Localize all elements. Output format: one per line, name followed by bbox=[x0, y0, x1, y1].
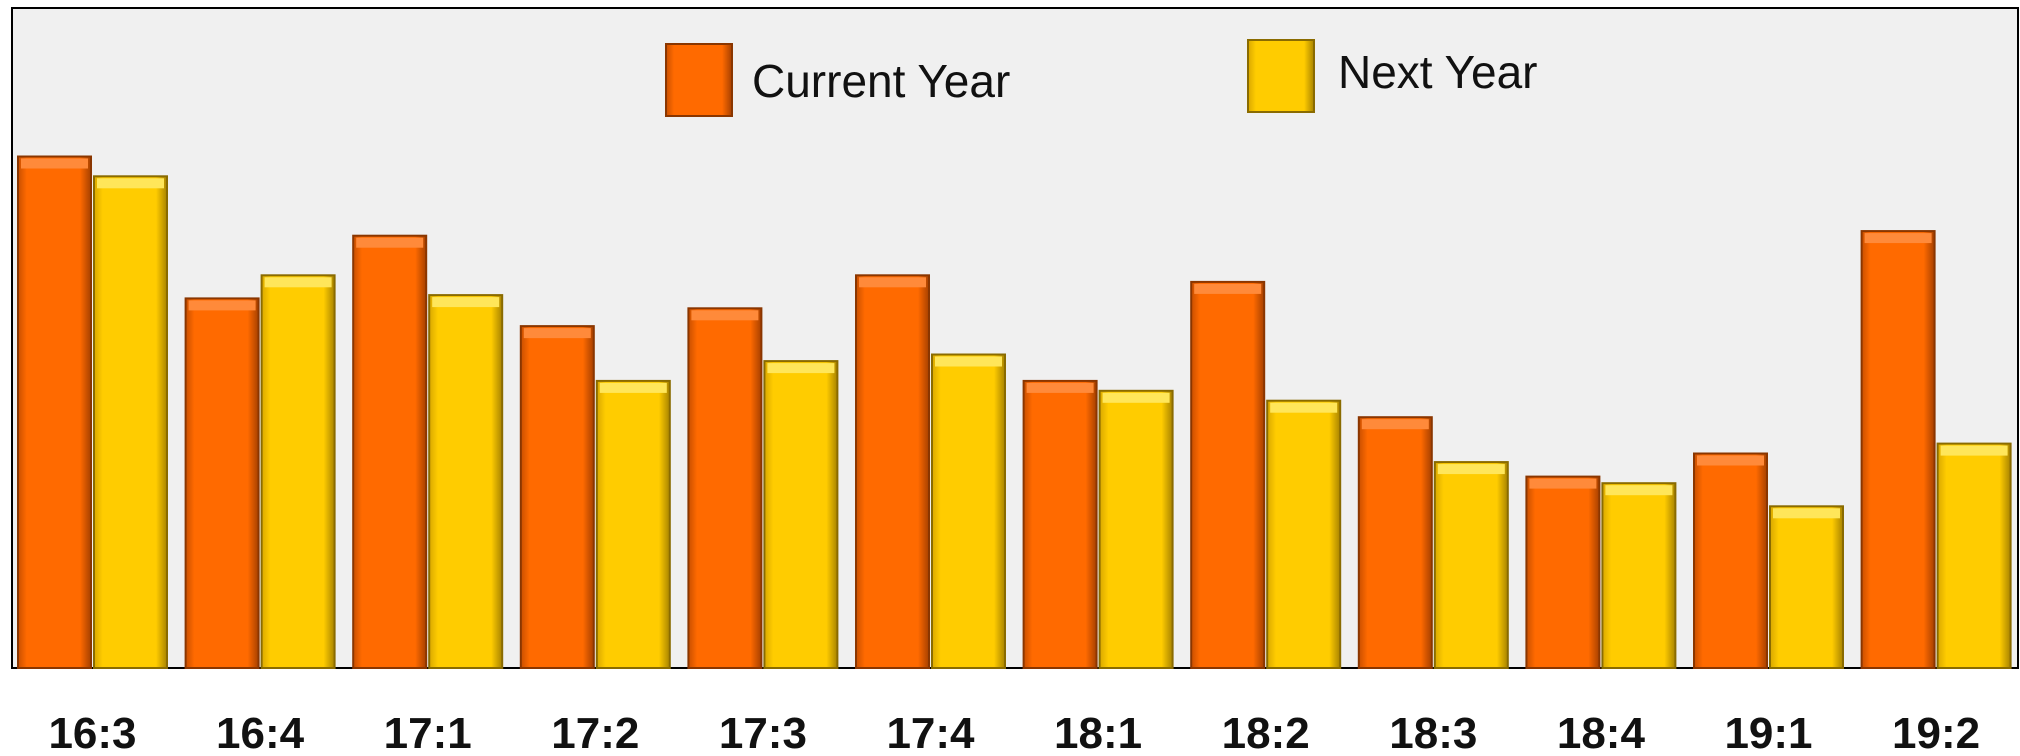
bar-current-year-18-4 bbox=[1525, 475, 1601, 669]
bar-next-year-18-3 bbox=[1433, 461, 1509, 669]
x-tick-label: 18:4 bbox=[1557, 709, 1646, 756]
bar-bevel-next-year-18-3 bbox=[1437, 464, 1505, 475]
bar-current-year-17-4 bbox=[855, 274, 930, 669]
bar-current-year-19-2 bbox=[1860, 230, 1936, 670]
bar-next-year-17-1 bbox=[428, 294, 504, 669]
legend-swatch-current-year bbox=[665, 43, 733, 117]
bar-bevel-next-year-17-3 bbox=[767, 363, 835, 374]
bar-next-year-18-2 bbox=[1266, 399, 1342, 669]
x-tick-label: 18:3 bbox=[1389, 709, 1477, 756]
bar-bevel-next-year-17-4 bbox=[935, 356, 1002, 367]
x-axis-labels: 16:3 16:4 17:1 17:2 17:3 17:4 18:1 18:2 18:3 18:4… bbox=[48, 709, 1980, 756]
legend-label-next-year: Next Year bbox=[1338, 46, 1537, 98]
bar-bevel-next-year-17-1 bbox=[432, 297, 500, 308]
bar-bevel-current-year-19-2 bbox=[1864, 233, 1932, 244]
bar-bevel-current-year-18-3 bbox=[1361, 419, 1429, 430]
bar-current-year-16-4 bbox=[184, 297, 260, 669]
bar-current-year-16-3 bbox=[17, 155, 92, 669]
x-tick-label: 17:3 bbox=[719, 709, 807, 756]
bar-bevel-current-year-18-1 bbox=[1026, 382, 1094, 393]
bar-bevel-current-year-17-1 bbox=[356, 237, 424, 248]
legend-swatch-next-year bbox=[1247, 39, 1315, 113]
bar-bevel-current-year-16-4 bbox=[188, 300, 256, 311]
bar-bevel-next-year-19-1 bbox=[1773, 508, 1840, 519]
bar-current-year-18-3 bbox=[1357, 416, 1433, 670]
bar-current-year-17-2 bbox=[519, 325, 595, 669]
bar-bevel-current-year-18-4 bbox=[1529, 478, 1597, 489]
x-tick-label: 16:3 bbox=[48, 709, 136, 756]
bar-bevel-current-year-17-2 bbox=[523, 328, 591, 339]
x-tick-label: 17:4 bbox=[886, 709, 975, 756]
bar-next-year-18-1 bbox=[1098, 389, 1174, 669]
legend-item-current-year: Current Year bbox=[665, 43, 1010, 117]
bar-bevel-current-year-18-2 bbox=[1194, 283, 1262, 294]
x-tick-label: 19:1 bbox=[1724, 709, 1812, 756]
x-tick-label: 18:2 bbox=[1222, 709, 1310, 756]
bar-next-year-17-2 bbox=[595, 379, 671, 669]
bar-bevel-current-year-17-4 bbox=[859, 277, 926, 288]
bar-next-year-18-4 bbox=[1601, 482, 1677, 670]
bar-next-year-19-2 bbox=[1936, 442, 2012, 669]
x-tick-label: 17:2 bbox=[551, 709, 639, 756]
bar-current-year-19-1 bbox=[1693, 452, 1768, 669]
legend-label-current-year: Current Year bbox=[752, 55, 1010, 107]
bar-bevel-current-year-17-3 bbox=[691, 310, 759, 321]
bar-bevel-current-year-16-3 bbox=[21, 158, 88, 169]
bar-bevel-next-year-16-3 bbox=[97, 178, 164, 189]
bar-bevel-next-year-17-2 bbox=[599, 382, 667, 393]
legend-item-next-year: Next Year bbox=[1247, 39, 1537, 113]
bar-current-year-18-2 bbox=[1190, 280, 1266, 669]
bar-bevel-next-year-18-4 bbox=[1605, 485, 1673, 496]
bar-bevel-next-year-16-4 bbox=[264, 277, 332, 288]
x-tick-label: 18:1 bbox=[1054, 709, 1142, 756]
bar-current-year-18-1 bbox=[1022, 379, 1098, 669]
bar-bevel-current-year-19-1 bbox=[1697, 455, 1764, 466]
x-tick-label: 16:4 bbox=[216, 709, 305, 756]
bar-next-year-17-4 bbox=[931, 353, 1006, 669]
bar-next-year-17-3 bbox=[763, 360, 839, 669]
plot-area bbox=[11, 7, 2019, 669]
bar-next-year-16-3 bbox=[93, 175, 168, 670]
legend: Current Year Next Year bbox=[665, 39, 1537, 117]
bar-bevel-next-year-18-2 bbox=[1270, 402, 1338, 413]
bar-current-year-17-3 bbox=[687, 307, 763, 669]
bar-current-year-17-1 bbox=[352, 234, 428, 669]
x-tick-label: 19:2 bbox=[1892, 709, 1980, 756]
bar-bevel-next-year-18-1 bbox=[1102, 392, 1170, 403]
bar-next-year-16-4 bbox=[260, 274, 336, 669]
bars-group bbox=[17, 155, 2012, 670]
bar-bevel-next-year-19-2 bbox=[1940, 445, 2008, 456]
bar-next-year-19-1 bbox=[1769, 505, 1844, 669]
x-tick-label: 17:1 bbox=[384, 709, 472, 756]
